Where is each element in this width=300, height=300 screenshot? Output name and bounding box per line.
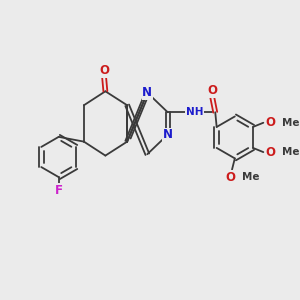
Text: O: O [99, 64, 109, 77]
Text: O: O [226, 171, 236, 184]
Text: NH: NH [185, 107, 203, 117]
Text: Me: Me [282, 118, 300, 128]
Text: Me: Me [282, 147, 300, 157]
Text: Me: Me [242, 172, 259, 182]
Text: F: F [55, 184, 63, 197]
Text: O: O [266, 116, 276, 129]
Text: O: O [207, 84, 217, 97]
Text: O: O [266, 146, 276, 159]
Text: N: N [163, 128, 173, 141]
Text: N: N [142, 86, 152, 99]
